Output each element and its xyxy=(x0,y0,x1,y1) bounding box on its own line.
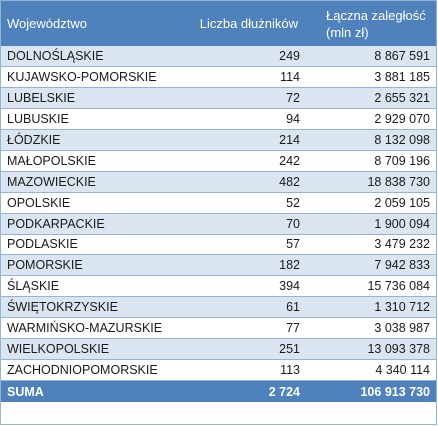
debtors-cell: 72 xyxy=(184,87,306,110)
region-cell: LUBELSKIE xyxy=(1,87,184,110)
header-arrears-line2: (mln zł) xyxy=(326,24,369,40)
debtors-cell: 114 xyxy=(184,66,306,89)
table-row: WIELKOPOLSKIE 251 13 093 378 xyxy=(1,338,436,360)
debtors-cell: 70 xyxy=(184,213,306,235)
header-arrears-line1: Łączna zaległość xyxy=(326,7,426,23)
debtors-cell: 214 xyxy=(184,129,306,151)
region-cell: ZACHODNIOPOMORSKIE xyxy=(1,359,184,381)
arrears-cell: 7 942 833 xyxy=(306,254,436,277)
region-cell: MAŁOPOLSKIE xyxy=(1,150,184,172)
table-row: WARMIŃSKO-MAZURSKIE 77 3 038 987 xyxy=(1,317,436,339)
table-row: PODLASKIE 57 3 479 232 xyxy=(1,234,436,256)
debtors-cell: 77 xyxy=(184,317,306,339)
table-row: LUBUSKIE 94 2 929 070 xyxy=(1,108,436,131)
table-row: ŁÓDZKIE 214 8 132 098 xyxy=(1,129,436,151)
table-row: POMORSKIE 182 7 942 833 xyxy=(1,254,436,277)
table-body: DOLNOŚLĄSKIE 249 8 867 591 KUJAWSKO-POMORSK… xyxy=(1,46,436,381)
arrears-cell: 4 340 114 xyxy=(306,359,436,381)
table-row: ŚLĄSKIE 394 15 736 084 xyxy=(1,275,436,298)
debtors-cell: 182 xyxy=(184,254,306,277)
total-debtors: 2 724 xyxy=(184,380,306,403)
arrears-cell: 1 900 094 xyxy=(306,213,436,235)
debtors-cell: 249 xyxy=(184,46,306,68)
table-row: KUJAWSKO-POMORSKIE 114 3 881 185 xyxy=(1,66,436,89)
table-row: MAZOWIECKIE 482 18 838 730 xyxy=(1,171,436,193)
header-row: Województwo Liczba dłużników Łączna zale… xyxy=(1,1,436,46)
debtors-table: Województwo Liczba dłużników Łączna zale… xyxy=(1,1,436,403)
arrears-cell: 2 059 105 xyxy=(306,192,436,214)
region-cell: WARMIŃSKO-MAZURSKIE xyxy=(1,317,184,339)
header-debtors: Liczba dłużników xyxy=(184,1,306,46)
region-cell: KUJAWSKO-POMORSKIE xyxy=(1,66,184,89)
debtors-cell: 394 xyxy=(184,275,306,298)
arrears-cell: 8 709 196 xyxy=(306,150,436,172)
region-cell: LUBUSKIE xyxy=(1,108,184,131)
region-cell: PODLASKIE xyxy=(1,234,184,256)
table-row: DOLNOŚLĄSKIE 249 8 867 591 xyxy=(1,46,436,68)
debtors-cell: 94 xyxy=(184,108,306,131)
arrears-cell: 3 038 987 xyxy=(306,317,436,339)
region-cell: ŚLĄSKIE xyxy=(1,275,184,298)
arrears-cell: 3 881 185 xyxy=(306,66,436,89)
debtors-cell: 251 xyxy=(184,338,306,360)
table-row: MAŁOPOLSKIE 242 8 709 196 xyxy=(1,150,436,172)
arrears-cell: 15 736 084 xyxy=(306,275,436,298)
debtors-cell: 242 xyxy=(184,150,306,172)
region-cell: ŚWIĘTOKRZYSKIE xyxy=(1,296,184,319)
table-row: OPOLSKIE 52 2 059 105 xyxy=(1,192,436,214)
arrears-cell: 8 867 591 xyxy=(306,46,436,68)
debtors-cell: 61 xyxy=(184,296,306,319)
debtors-cell: 113 xyxy=(184,359,306,381)
arrears-cell: 18 838 730 xyxy=(306,171,436,193)
arrears-cell: 1 310 712 xyxy=(306,296,436,319)
debtors-cell: 57 xyxy=(184,234,306,256)
debtors-cell: 52 xyxy=(184,192,306,214)
region-cell: POMORSKIE xyxy=(1,254,184,277)
header-arrears: Łączna zaległość (mln zł) xyxy=(306,1,436,46)
table-row: PODKARPACKIE 70 1 900 094 xyxy=(1,213,436,235)
arrears-cell: 13 093 378 xyxy=(306,338,436,360)
region-cell: OPOLSKIE xyxy=(1,192,184,214)
arrears-cell: 2 929 070 xyxy=(306,108,436,131)
arrears-cell: 8 132 098 xyxy=(306,129,436,151)
region-cell: WIELKOPOLSKIE xyxy=(1,338,184,360)
region-cell: ŁÓDZKIE xyxy=(1,129,184,151)
header-region: Województwo xyxy=(1,1,184,46)
arrears-cell: 2 655 321 xyxy=(306,87,436,110)
arrears-cell: 3 479 232 xyxy=(306,234,436,256)
total-row: SUMA 2 724 106 913 730 xyxy=(1,380,436,403)
table-row: ZACHODNIOPOMORSKIE 113 4 340 114 xyxy=(1,359,436,381)
total-arrears: 106 913 730 xyxy=(306,380,436,403)
table-row: LUBELSKIE 72 2 655 321 xyxy=(1,87,436,110)
region-cell: PODKARPACKIE xyxy=(1,213,184,235)
region-cell: MAZOWIECKIE xyxy=(1,171,184,193)
total-label: SUMA xyxy=(1,380,184,403)
table-row: ŚWIĘTOKRZYSKIE 61 1 310 712 xyxy=(1,296,436,319)
debtors-cell: 482 xyxy=(184,171,306,193)
region-cell: DOLNOŚLĄSKIE xyxy=(1,46,184,68)
